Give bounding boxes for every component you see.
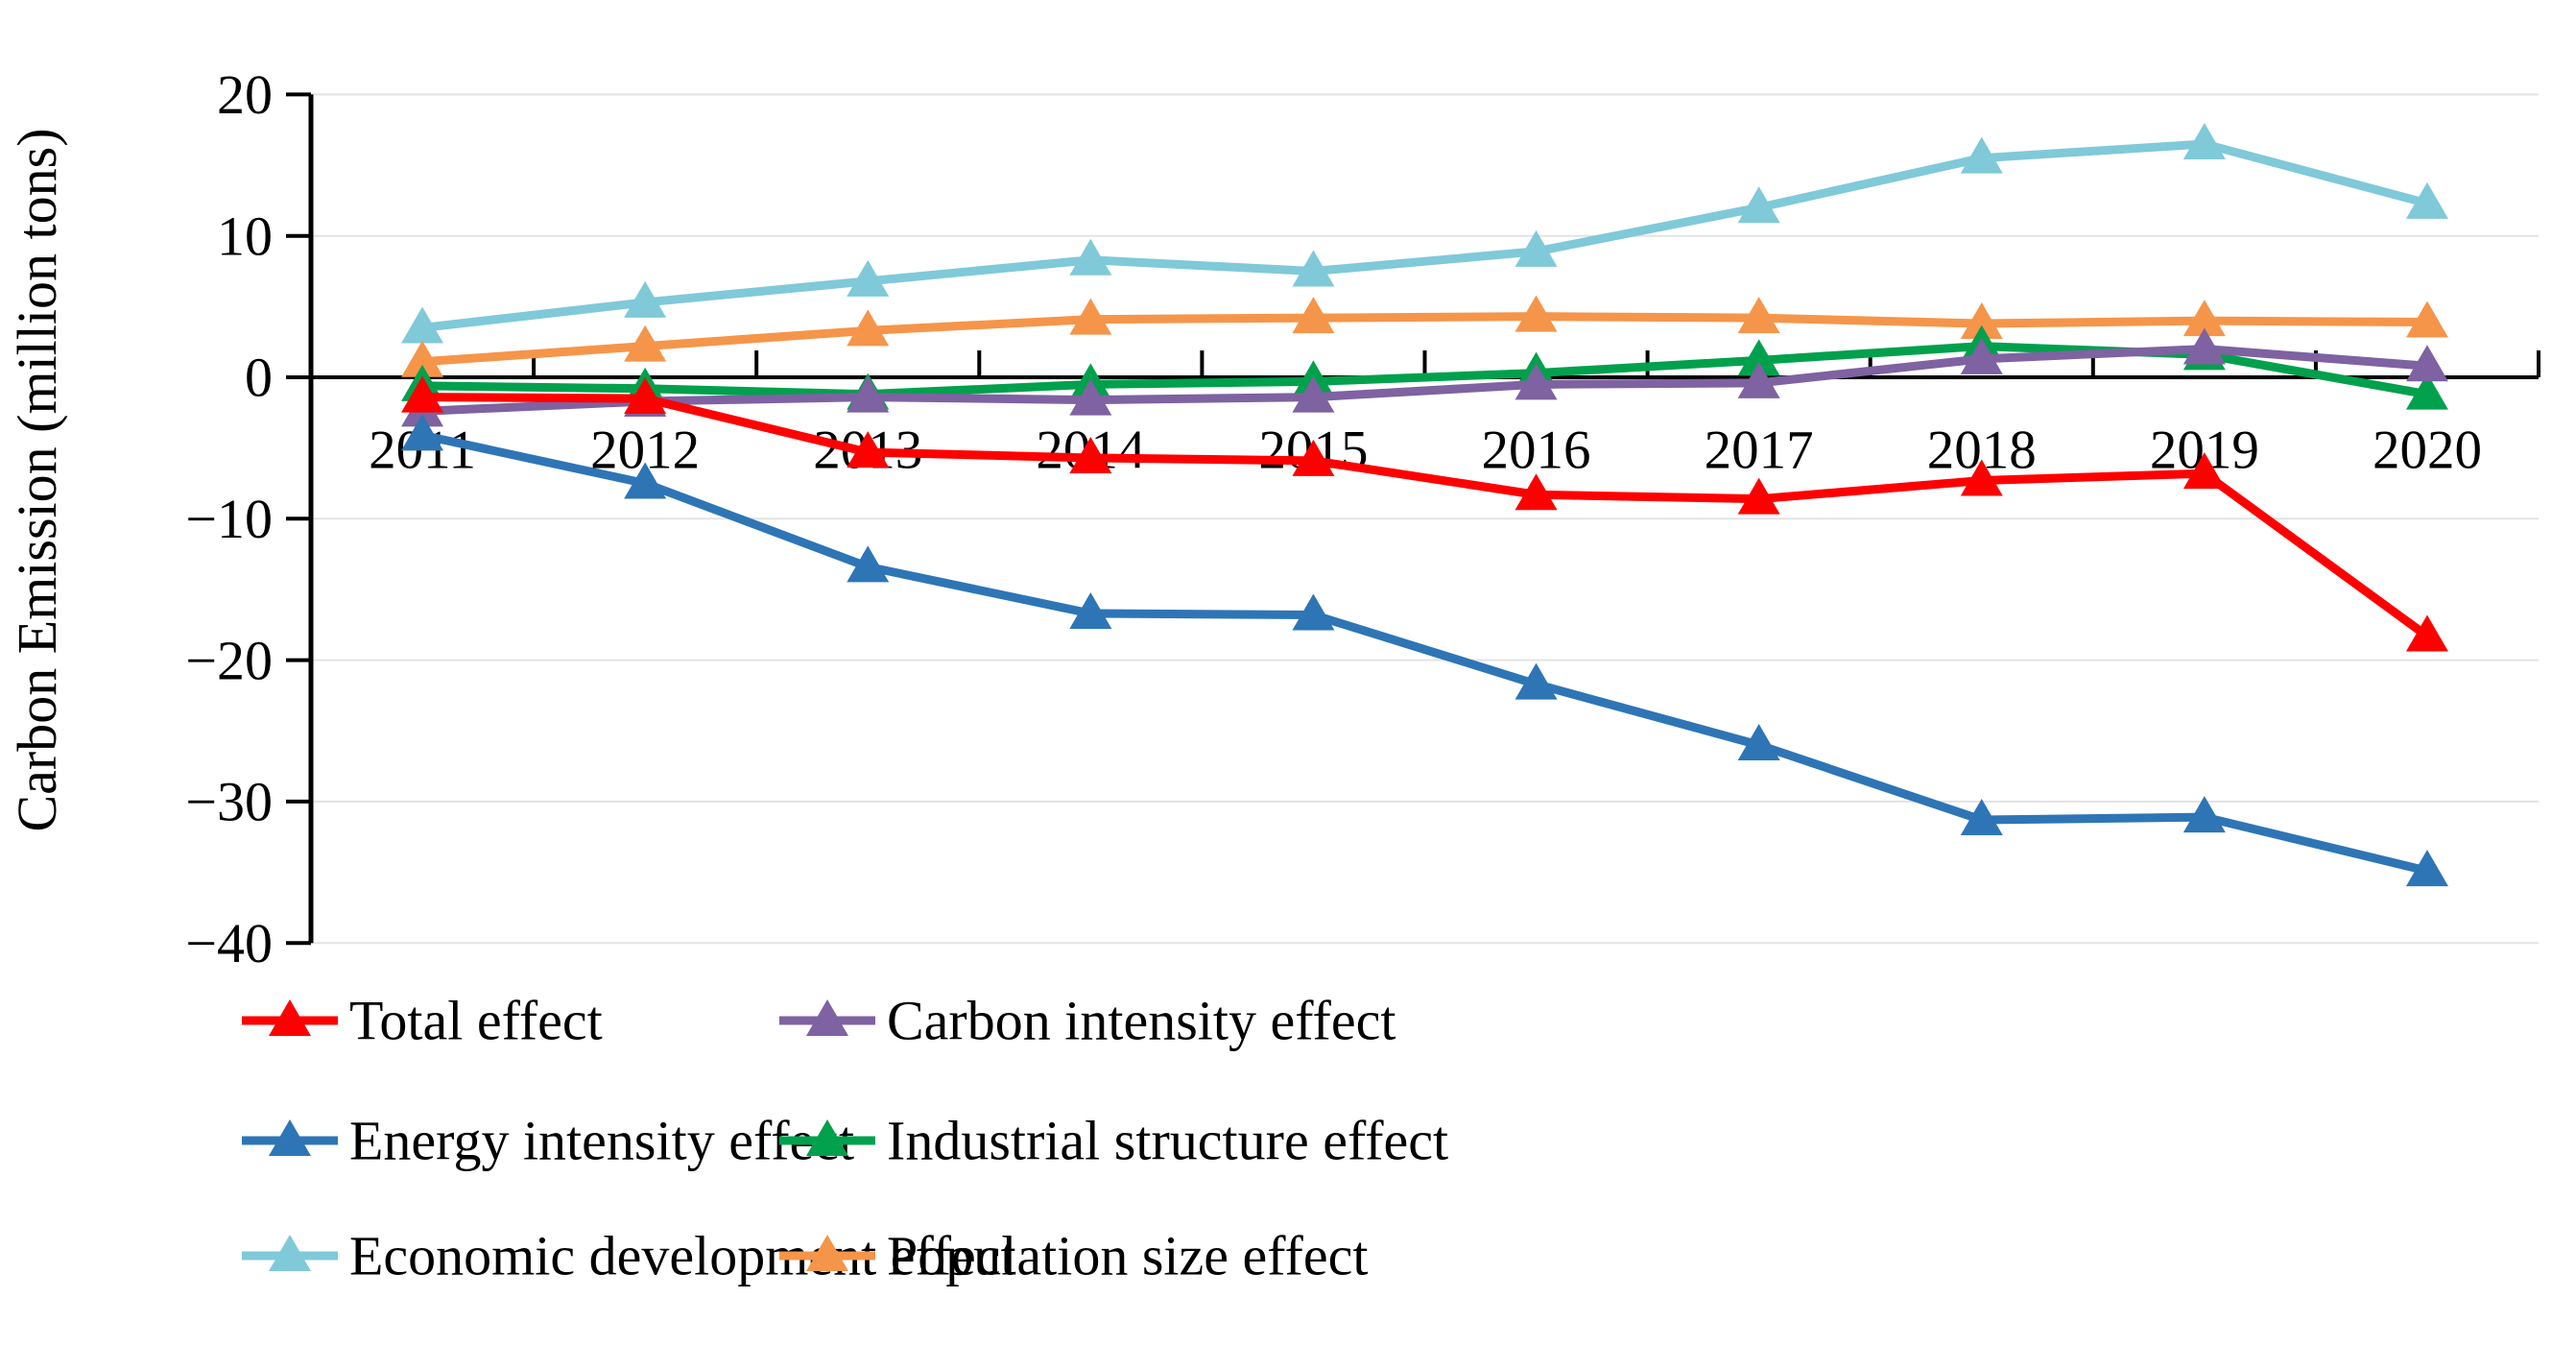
data-point-marker — [847, 545, 890, 583]
legend-item-energy-intensity-effect: Energy intensity effect — [242, 1110, 854, 1172]
legend-label: Total effect — [349, 990, 603, 1052]
data-point-marker — [1737, 477, 1780, 515]
legend: Total effect Carbon intensity effect Energ… — [242, 990, 1448, 1287]
data-point-marker — [2182, 327, 2226, 365]
series-carbon-intensity-effect — [401, 327, 2448, 427]
data-point-marker — [2405, 614, 2448, 652]
data-point-marker — [2405, 300, 2448, 338]
legend-marker — [269, 999, 311, 1036]
x-tick-label: 2020 — [2373, 420, 2482, 480]
series-economic-development-effect — [401, 122, 2448, 344]
legend-marker — [806, 999, 848, 1036]
data-point-marker — [847, 259, 890, 297]
y-axis-title: Carbon Emission (million tons) — [6, 128, 68, 831]
data-point-marker — [1515, 229, 1558, 267]
data-point-marker — [2182, 796, 2226, 833]
data-point-marker — [624, 324, 667, 362]
data-point-marker — [2182, 300, 2226, 337]
data-point-marker — [2405, 345, 2448, 382]
legend-item-industrial-structure-effect: Industrial structure effect — [779, 1110, 1448, 1172]
data-point-marker — [1960, 799, 2003, 836]
data-point-marker — [1292, 250, 1335, 287]
data-point-marker — [401, 306, 444, 344]
data-point-marker — [1960, 337, 2003, 374]
data-point-marker — [2405, 373, 2448, 410]
y-tick-label: 0 — [245, 347, 273, 409]
data-point-marker — [624, 462, 667, 499]
data-point-marker — [1960, 136, 2003, 174]
x-tick-label: 2016 — [1482, 420, 1591, 480]
data-point-marker — [1292, 297, 1335, 334]
data-point-marker — [1737, 339, 1780, 376]
legend-label: Population size effect — [887, 1225, 1368, 1287]
legend-item-carbon-intensity-effect: Carbon intensity effect — [779, 990, 1395, 1052]
data-series — [401, 122, 2448, 887]
legend-label: Carbon intensity effect — [887, 990, 1395, 1052]
data-point-marker — [1292, 375, 1335, 413]
data-point-marker — [1515, 295, 1558, 332]
data-point-marker — [1515, 662, 1558, 700]
data-point-marker — [1960, 302, 2003, 340]
data-point-marker — [1515, 473, 1558, 511]
data-point-marker — [847, 309, 890, 347]
data-point-marker — [1292, 439, 1335, 476]
legend-marker — [269, 1235, 311, 1271]
y-tick-label: −10 — [185, 488, 273, 550]
legend-label: Economic development effect — [349, 1225, 1016, 1287]
series-energy-intensity-effect — [401, 414, 2448, 887]
y-tick-label: −30 — [185, 771, 273, 833]
data-point-marker — [1515, 363, 1558, 400]
data-point-marker — [2405, 181, 2448, 219]
data-point-marker — [401, 414, 444, 451]
data-point-marker — [1737, 723, 1780, 760]
legend-label: Energy intensity effect — [349, 1110, 854, 1172]
legend-item-total-effect: Total effect — [242, 990, 603, 1052]
data-point-marker — [1069, 298, 1112, 335]
data-point-marker — [1737, 361, 1780, 398]
y-tick-label: 10 — [217, 204, 273, 267]
series-line — [421, 139, 2429, 332]
series-line — [421, 312, 2427, 367]
series-population-size-effect — [401, 295, 2448, 377]
legend-marker — [806, 1235, 848, 1271]
y-tick-label: −40 — [185, 912, 273, 974]
data-point-marker — [2182, 452, 2226, 490]
data-point-marker — [2182, 122, 2226, 159]
data-point-marker — [1069, 591, 1112, 629]
legend-label: Industrial structure effect — [887, 1110, 1448, 1172]
gridlines — [311, 93, 2539, 945]
data-point-marker — [1069, 238, 1112, 276]
data-point-marker — [624, 280, 667, 318]
legend-marker — [269, 1119, 311, 1156]
data-point-marker — [1737, 186, 1780, 224]
legend-item-economic-development-effect: Economic development effect — [242, 1225, 1016, 1287]
data-point-marker — [847, 375, 890, 413]
y-tick-label: 20 — [217, 63, 273, 126]
data-point-marker — [1069, 436, 1112, 473]
data-point-marker — [1737, 297, 1780, 334]
data-point-marker — [847, 431, 890, 469]
series-line — [421, 345, 2428, 416]
data-point-marker — [1292, 593, 1335, 631]
legend-marker — [806, 1119, 848, 1156]
data-point-marker — [401, 340, 444, 377]
series-line — [422, 393, 2430, 640]
legend-item-population-size-effect: Population size effect — [779, 1225, 1368, 1287]
data-point-marker — [2405, 850, 2448, 887]
data-point-marker — [1069, 378, 1112, 416]
data-point-marker — [1960, 459, 2003, 496]
data-point-marker — [401, 375, 444, 413]
x-tick-label: 2017 — [1705, 420, 1814, 480]
series-line — [421, 430, 2429, 876]
y-tick-label: −20 — [185, 629, 273, 691]
series-total-effect — [401, 375, 2448, 652]
data-point-marker — [624, 377, 667, 415]
